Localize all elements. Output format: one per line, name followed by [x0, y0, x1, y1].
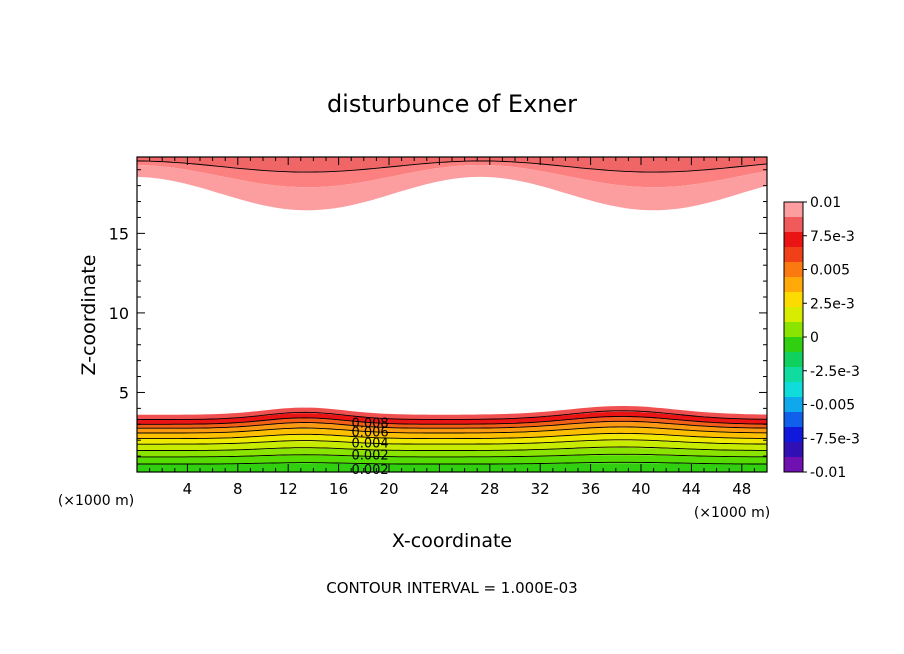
colorbar-swatch	[784, 397, 803, 413]
x-tick-label: 4	[183, 480, 193, 498]
x-tick-label: 32	[531, 480, 550, 498]
x-tick-label: 20	[379, 480, 398, 498]
x-tick-label: 36	[581, 480, 600, 498]
y-axis-label: Z-coordinate	[78, 255, 100, 376]
contour-band-bottom	[137, 411, 767, 425]
colorbar-swatch	[784, 412, 803, 428]
colorbar: 0.01 7.5e-3 0.005 2.5e-3 0 -2.5e-3 -0.005 -7.5e…	[783, 195, 860, 481]
colorbar-swatch	[784, 442, 803, 458]
contour-band-bottom	[137, 434, 767, 445]
contour-band-top	[137, 157, 767, 173]
contour-interval-note: CONTOUR INTERVAL = 1.000E-03	[326, 579, 577, 597]
contour-line	[137, 426, 767, 434]
contour-band-top	[137, 161, 767, 188]
x-tick-label: 16	[329, 480, 348, 498]
x-tick-label: 48	[732, 480, 751, 498]
contour-line	[137, 410, 767, 420]
contour-label: 0.008	[351, 417, 388, 432]
colorbar-label: 2.5e-3	[810, 296, 855, 312]
contour-line	[137, 415, 767, 425]
colorbar-swatch	[784, 322, 803, 338]
contour-fill-group	[137, 157, 767, 472]
x-tick-label: 44	[682, 480, 701, 498]
colorbar-swatch	[784, 202, 803, 218]
colorbar-label: -7.5e-3	[810, 431, 860, 447]
contour-line	[137, 439, 767, 445]
contour-line	[137, 160, 767, 173]
colorbar-swatch	[784, 457, 803, 473]
contour-band-bottom	[137, 406, 767, 420]
x-tick-label: 28	[480, 480, 499, 498]
colorbar-swatch	[784, 367, 803, 383]
colorbar-label: 7.5e-3	[810, 229, 855, 245]
x-unit-label-right: (×1000 m)	[694, 505, 770, 521]
x-axis-label: X-coordinate	[392, 530, 512, 552]
y-tick-label: 10	[109, 304, 129, 323]
contour-label: 0.002	[351, 463, 388, 478]
contour-line	[137, 420, 767, 429]
colorbar-swatch	[784, 232, 803, 248]
colorbar-label: -2.5e-3	[810, 364, 860, 380]
colorbar-label: -0.005	[810, 398, 855, 414]
colorbar-swatch	[784, 292, 803, 308]
contour-band-bottom	[137, 463, 767, 472]
contour-line	[137, 461, 767, 465]
colorbar-label: 0.005	[810, 263, 850, 279]
colorbar-swatch	[784, 382, 803, 398]
colorbar-swatch	[784, 277, 803, 293]
contour-band-top	[137, 165, 767, 211]
colorbar-swatch	[784, 247, 803, 263]
contour-label: 0.006	[351, 425, 388, 440]
colorbar-label: -0.01	[810, 465, 846, 481]
contour-label: 0.004	[351, 437, 388, 452]
colorbar-swatch	[784, 427, 803, 443]
colorbar-swatch	[784, 337, 803, 353]
x-unit-label-left: (×1000 m)	[58, 493, 134, 509]
y-tick-label: 5	[119, 383, 129, 402]
x-tick-label: 12	[279, 480, 298, 498]
colorbar-swatch	[784, 307, 803, 323]
contour-label: 0.002	[351, 449, 388, 464]
x-tick-label: 24	[430, 480, 449, 498]
x-tick-label: 8	[233, 480, 243, 498]
contour-line	[137, 446, 767, 451]
contour-line	[137, 432, 767, 440]
colorbar-label: 0	[810, 330, 819, 346]
contour-band-bottom	[137, 455, 767, 464]
x-tick-label: 40	[631, 480, 650, 498]
colorbar-label: 0.01	[810, 195, 841, 211]
contour-band-bottom	[137, 417, 767, 429]
y-tick-label: 15	[109, 224, 129, 243]
contour-line	[137, 453, 767, 458]
colorbar-swatch	[784, 352, 803, 368]
contour-band-bottom	[137, 422, 767, 433]
colorbar-swatch	[784, 217, 803, 233]
colorbar-swatch	[784, 262, 803, 278]
chart-title: disturbunce of Exner	[327, 90, 577, 118]
